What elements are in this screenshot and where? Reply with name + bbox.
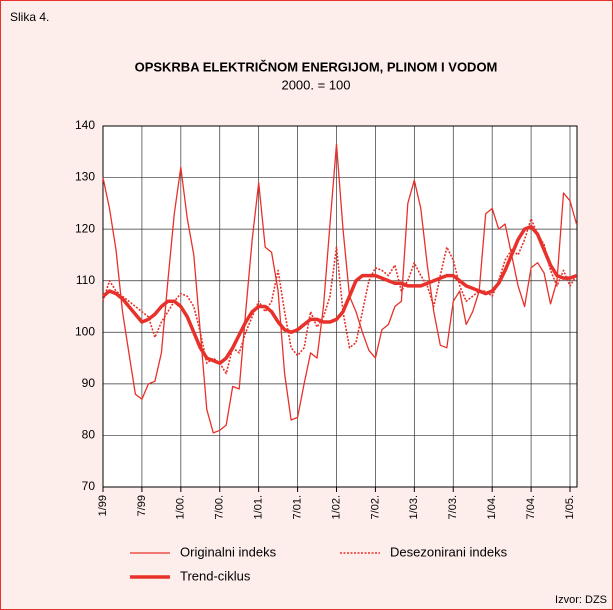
x-tick-label: 7/04. <box>525 495 537 519</box>
legend-label: Trend-ciklus <box>180 568 251 583</box>
y-tick-label: 130 <box>75 170 95 184</box>
x-tick-label: 1/04. <box>486 495 498 519</box>
y-tick-label: 140 <box>75 118 95 132</box>
y-tick-label: 70 <box>82 479 96 493</box>
series-line <box>101 224 578 365</box>
series-line <box>102 143 578 434</box>
x-tick-label: 1/01. <box>253 495 265 519</box>
x-tick-label: 7/02. <box>369 495 381 519</box>
x-tick-label: 1/03. <box>408 495 420 519</box>
y-tick-label: 110 <box>76 273 95 287</box>
x-tick-label: 1/05. <box>564 495 576 519</box>
figure-label: Slika 4. <box>10 10 49 24</box>
chart-title: OPSKRBA ELEKTRIČNOM ENERGIJOM, PLINOM I … <box>135 59 498 74</box>
x-tick-label: 1/99 <box>97 495 109 516</box>
x-tick-label: 7/00. <box>214 495 226 519</box>
x-tick-label: 7/01. <box>291 495 303 519</box>
x-tick-label: 7/99 <box>136 495 148 516</box>
y-tick-label: 90 <box>82 376 96 390</box>
plot-area <box>103 126 577 487</box>
y-tick-label: 120 <box>75 221 95 235</box>
x-tick-label: 1/00. <box>175 495 187 519</box>
y-tick-label: 100 <box>75 324 95 338</box>
legend-label: Originalni indeks <box>180 544 277 559</box>
plot-border <box>102 125 578 488</box>
chart-subtitle: 2000. = 100 <box>281 77 350 92</box>
source: Izvor: DZS <box>555 594 607 606</box>
x-tick-label: 1/02. <box>330 495 342 519</box>
legend-label: Desezonirani indeks <box>390 544 508 559</box>
x-tick-label: 7/03. <box>447 495 459 519</box>
y-tick-label: 80 <box>82 428 96 442</box>
